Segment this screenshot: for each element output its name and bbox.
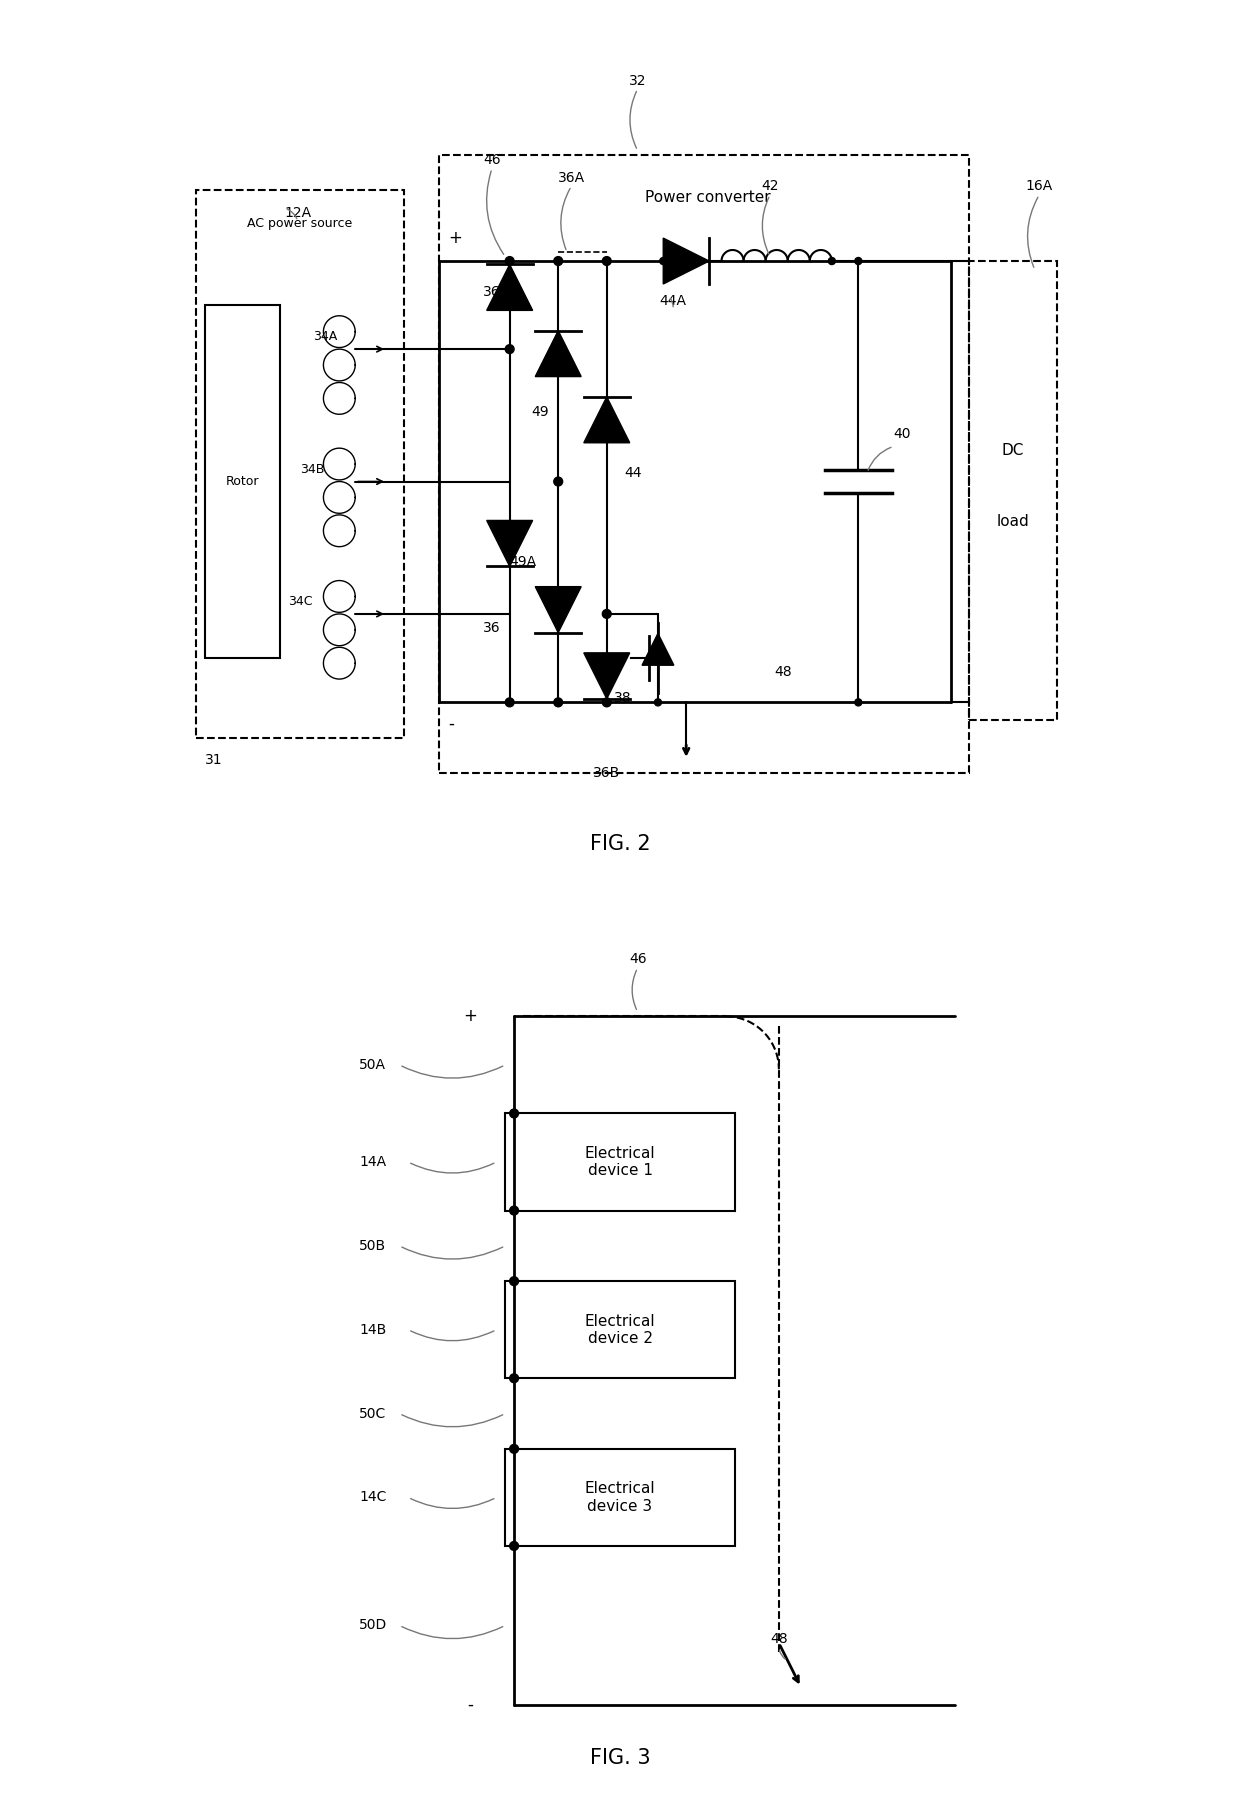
Bar bbox=[505, 1113, 735, 1211]
Text: 42: 42 bbox=[761, 179, 779, 193]
Text: 50A: 50A bbox=[360, 1057, 387, 1072]
Text: 14B: 14B bbox=[360, 1323, 387, 1337]
Circle shape bbox=[510, 1205, 518, 1214]
Circle shape bbox=[603, 257, 611, 266]
Text: load: load bbox=[997, 513, 1029, 529]
Polygon shape bbox=[584, 398, 630, 443]
Circle shape bbox=[510, 1444, 518, 1453]
Polygon shape bbox=[642, 634, 673, 665]
Circle shape bbox=[510, 1541, 518, 1550]
Circle shape bbox=[828, 258, 836, 264]
Text: -: - bbox=[448, 716, 454, 734]
Circle shape bbox=[854, 699, 862, 707]
Text: 14C: 14C bbox=[360, 1491, 387, 1505]
Text: -: - bbox=[467, 1695, 472, 1713]
Text: 50C: 50C bbox=[360, 1406, 387, 1420]
Text: 46: 46 bbox=[484, 154, 501, 166]
Text: 36A: 36A bbox=[558, 170, 585, 184]
Text: 32: 32 bbox=[629, 74, 646, 87]
Polygon shape bbox=[487, 520, 533, 566]
Text: Electrical
device 2: Electrical device 2 bbox=[585, 1314, 655, 1346]
Bar bbox=[439, 155, 968, 773]
Circle shape bbox=[660, 258, 667, 264]
Circle shape bbox=[505, 698, 515, 707]
Bar bbox=[505, 1449, 735, 1547]
Bar bbox=[968, 260, 1056, 719]
Text: 44: 44 bbox=[625, 466, 642, 481]
Text: FIG. 2: FIG. 2 bbox=[590, 833, 650, 853]
Text: 48: 48 bbox=[770, 1632, 787, 1646]
Text: 34B: 34B bbox=[300, 463, 325, 475]
Text: 46: 46 bbox=[629, 952, 646, 967]
Circle shape bbox=[603, 611, 610, 618]
Text: Rotor: Rotor bbox=[226, 475, 259, 488]
Polygon shape bbox=[584, 652, 630, 699]
Text: AC power source: AC power source bbox=[248, 217, 352, 229]
Text: 36: 36 bbox=[484, 622, 501, 634]
Circle shape bbox=[510, 1373, 518, 1382]
Circle shape bbox=[505, 257, 515, 266]
Text: 16A: 16A bbox=[1025, 179, 1053, 193]
Circle shape bbox=[554, 477, 563, 486]
Polygon shape bbox=[536, 587, 582, 632]
Bar bbox=[196, 190, 404, 737]
Text: +: + bbox=[463, 1006, 477, 1025]
Text: 14A: 14A bbox=[360, 1155, 387, 1169]
Text: 48: 48 bbox=[775, 665, 792, 679]
Text: 50B: 50B bbox=[360, 1240, 387, 1252]
Text: Electrical
device 1: Electrical device 1 bbox=[585, 1146, 655, 1178]
Text: 34A: 34A bbox=[312, 331, 337, 343]
Text: +: + bbox=[448, 229, 461, 248]
Circle shape bbox=[603, 609, 611, 618]
Circle shape bbox=[554, 698, 563, 707]
Bar bbox=[505, 1281, 735, 1379]
Text: 40: 40 bbox=[894, 426, 911, 441]
Polygon shape bbox=[536, 331, 582, 376]
Text: 31: 31 bbox=[205, 754, 223, 768]
Text: 34C: 34C bbox=[288, 595, 312, 609]
Circle shape bbox=[603, 698, 611, 707]
Text: 36: 36 bbox=[484, 286, 501, 300]
Text: 49: 49 bbox=[532, 405, 549, 419]
Circle shape bbox=[510, 1278, 518, 1285]
Circle shape bbox=[554, 257, 563, 266]
Bar bbox=[205, 305, 280, 658]
Text: 49A: 49A bbox=[510, 555, 537, 569]
Circle shape bbox=[505, 345, 515, 354]
Text: 36B: 36B bbox=[593, 766, 620, 781]
Text: FIG. 3: FIG. 3 bbox=[590, 1747, 650, 1767]
Circle shape bbox=[854, 258, 862, 264]
Circle shape bbox=[655, 699, 661, 707]
Text: DC: DC bbox=[1002, 443, 1024, 459]
Text: 50D: 50D bbox=[358, 1619, 387, 1632]
Text: Power converter: Power converter bbox=[646, 190, 771, 206]
Polygon shape bbox=[487, 264, 533, 311]
Text: 38: 38 bbox=[614, 692, 631, 705]
Text: Electrical
device 3: Electrical device 3 bbox=[585, 1482, 655, 1514]
Polygon shape bbox=[663, 239, 709, 284]
Text: 12A: 12A bbox=[284, 206, 311, 220]
Text: 44A: 44A bbox=[660, 295, 687, 309]
Circle shape bbox=[510, 1109, 518, 1119]
